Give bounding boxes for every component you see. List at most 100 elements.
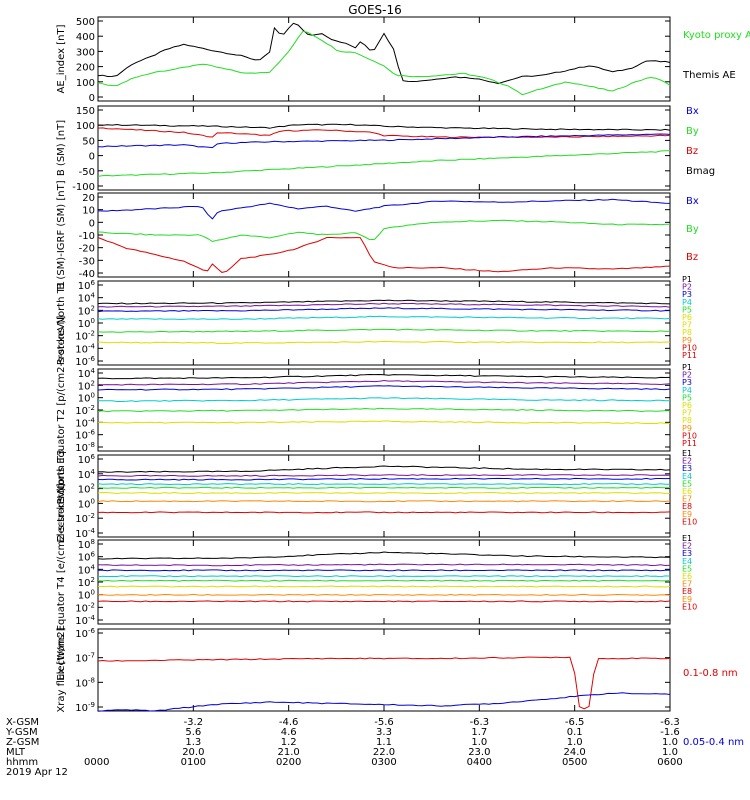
legend-item: P7: [682, 409, 692, 418]
legend-item: E8: [682, 587, 692, 596]
series-line-e2: [97, 563, 671, 567]
footer-cell: 1.0: [567, 737, 583, 748]
y-tick-label: 102: [78, 483, 95, 496]
legend-item: P7: [682, 321, 692, 330]
y-tick-label: 400: [76, 32, 95, 43]
legend-item: Bx: [686, 196, 699, 207]
footer-row-label: 2019 Apr 12: [6, 767, 68, 778]
series-line-bz: [97, 127, 671, 139]
y-tick-label: 10: [82, 206, 95, 217]
series-line-by: [97, 219, 670, 243]
footer-cell: 0500: [562, 757, 587, 768]
legend-item: P1: [682, 363, 692, 372]
legend-item: By: [686, 224, 699, 235]
series-line-bmag: [97, 123, 671, 131]
series-line-bx: [97, 198, 671, 220]
y-tick-label: 200: [76, 63, 95, 74]
legend-item: P9: [682, 336, 692, 345]
footer-cell: 22.0: [373, 747, 395, 758]
legend-item: By: [686, 126, 699, 137]
series-line-e8: [97, 511, 671, 514]
y-tick-label: -40: [79, 269, 95, 280]
legend-item: E1: [682, 534, 692, 543]
y-tick-label: 10-4: [75, 614, 95, 627]
y-axis-label: Protons North T1: [56, 281, 67, 365]
series-line-e3: [97, 569, 671, 572]
legend-item: P11: [682, 351, 697, 360]
legend-item: E7: [682, 580, 692, 589]
y-tick-label: 104: [78, 468, 96, 481]
y-tick-label: 0: [89, 218, 95, 229]
footer-cell: -6.5: [565, 717, 585, 728]
footer-cell: 0100: [181, 757, 206, 768]
y-axis-label: B (SM) [nT]: [56, 120, 67, 176]
footer-cell: 0300: [371, 757, 396, 768]
legend-item: E10: [682, 602, 697, 611]
footer-cell: 1.0: [662, 737, 678, 748]
series-line-0-1-0-8-nm: [97, 656, 671, 710]
panel-1: 500 400 300 200 100 0 AE_index [nT] Kyoto proxy…: [56, 16, 750, 104]
y-tick-label: -50: [79, 167, 95, 178]
footer-cell: -3.2: [184, 717, 204, 728]
footer-cell: 0200: [276, 757, 301, 768]
legend-item: P3: [682, 378, 692, 387]
y-tick-label: -30: [79, 256, 95, 267]
footer-cell: 21.0: [278, 747, 300, 758]
legend-item: P4: [682, 298, 692, 307]
series-line-p2: [97, 379, 671, 386]
y-tick-label: 0: [89, 93, 95, 104]
series-line-p5: [97, 328, 671, 333]
footer-cell: 0600: [657, 757, 682, 768]
series-line-e6: [97, 585, 671, 588]
legend-item: E7: [682, 495, 692, 504]
footer-cell: -5.6: [374, 717, 394, 728]
series-line-p1: [97, 299, 671, 305]
series-line-e5: [97, 486, 670, 489]
footer-row-label: Z-GSM: [6, 737, 39, 748]
legend-item: E6: [682, 572, 692, 581]
series-line-e3: [97, 477, 671, 481]
footer-cell: 4.6: [281, 727, 297, 738]
footer-cell: -6.3: [470, 717, 490, 728]
legend-item: Bx: [686, 106, 699, 117]
y-tick-label: 10-6: [75, 429, 95, 442]
panel-frame: [97, 105, 671, 191]
legend-item: 0.05-0.4 nm: [683, 737, 744, 748]
panel-frame: [97, 628, 671, 712]
legend-item: P6: [682, 401, 692, 410]
series-line-e6: [97, 491, 671, 495]
y-tick-label: 300: [76, 47, 95, 58]
y-tick-label: 104: [78, 367, 96, 380]
legend-item: P10: [682, 431, 697, 440]
y-tick-label: 10-8: [75, 676, 95, 689]
y-tick-label: 10-2: [75, 512, 95, 525]
legend-item: P2: [682, 283, 692, 292]
footer-cell: 1.1: [376, 737, 392, 748]
footer-cell: 24.0: [564, 747, 586, 758]
series-line-bz: [97, 237, 671, 273]
legend-item: Bmag: [686, 166, 715, 177]
legend-item: E9: [682, 510, 692, 519]
legend-item: E4: [682, 557, 692, 566]
legend-item: P5: [682, 305, 692, 314]
footer-cell: 1.2: [281, 737, 297, 748]
y-tick-label: 10-4: [75, 342, 95, 355]
series-line-bx: [97, 133, 671, 149]
series-line-e4: [97, 575, 671, 578]
y-tick-label: 100: [76, 78, 95, 89]
y-tick-label: 106: [78, 551, 96, 564]
series-line-p3: [97, 385, 671, 391]
legend-item: E2: [682, 457, 692, 466]
legend-item: Bz: [686, 252, 698, 263]
panel-frame: [97, 539, 671, 625]
y-tick-label: 102: [78, 379, 95, 392]
footer-cell: -1.6: [660, 727, 680, 738]
panel-frame: [97, 16, 671, 102]
y-tick-label: 10-4: [75, 416, 95, 429]
footer-cell: 0400: [467, 757, 492, 768]
y-tick-label: -10: [79, 231, 95, 242]
footer-cell: 1.3: [185, 737, 201, 748]
